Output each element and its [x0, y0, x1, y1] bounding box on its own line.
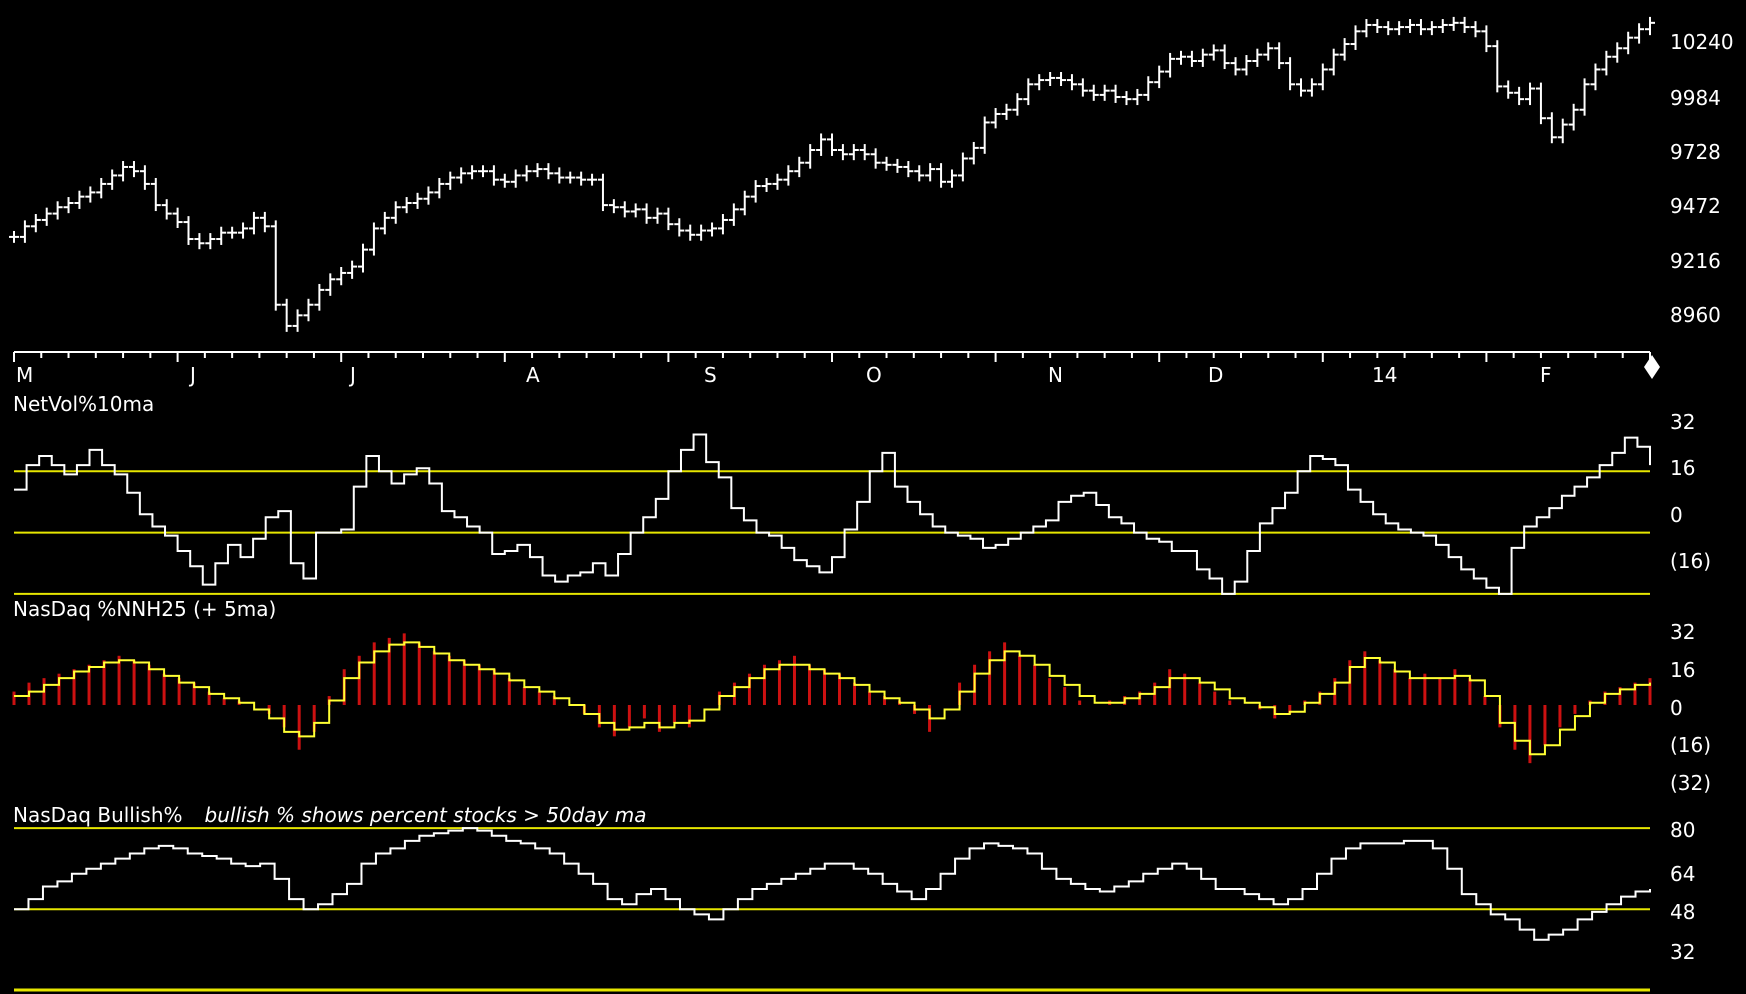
price-tick-label: 10240 [1670, 30, 1734, 54]
bullish-tick-label: 32 [1670, 940, 1696, 964]
nnh-tick-label: 0 [1670, 696, 1683, 720]
nnh-tick-label: (16) [1670, 733, 1712, 757]
bullish-chart [14, 827, 1651, 941]
nnh-tick-label: 16 [1670, 658, 1696, 682]
netvol-line [14, 433, 1651, 595]
time-tick-label: O [866, 363, 882, 387]
scroll-marker-icon[interactable] [1644, 355, 1660, 379]
bullish-tick-label: 48 [1670, 900, 1696, 924]
netvol-title: NetVol%10ma [13, 392, 155, 416]
price-chart [9, 16, 1655, 332]
netvol-tick-label: 32 [1670, 410, 1696, 434]
nnh-tick-label: 32 [1670, 620, 1696, 644]
time-axis [13, 351, 1651, 362]
price-tick-label: 9216 [1670, 249, 1721, 273]
time-tick-label: M [16, 363, 34, 387]
bullish-annotation: bullish % shows percent stocks > 50day m… [204, 803, 647, 827]
price-tick-label: 9472 [1670, 194, 1721, 218]
nnh-title: NasDaq %NNH25 (+ 5ma) [13, 597, 277, 621]
price-tick-label: 8960 [1670, 303, 1721, 327]
price-tick-label: 9728 [1670, 140, 1721, 164]
bullish-title-text: NasDaq Bullish% [13, 803, 183, 827]
nnh-chart [12, 633, 1652, 764]
time-tick-label: J [190, 363, 196, 387]
time-tick-label: N [1048, 363, 1063, 387]
time-tick-label: S [704, 363, 717, 387]
time-tick-label: A [526, 363, 540, 387]
netvol-tick-label: 16 [1670, 456, 1696, 480]
time-tick-label: 14 [1372, 363, 1398, 387]
price-tick-label: 9984 [1670, 86, 1721, 110]
netvol-tick-label: (16) [1670, 549, 1712, 573]
bullish-line [14, 827, 1651, 941]
bullish-tick-label: 64 [1670, 862, 1696, 886]
bullish-tick-label: 80 [1670, 818, 1696, 842]
netvol-chart [14, 433, 1651, 595]
time-tick-label: D [1208, 363, 1224, 387]
nnh-tick-label: (32) [1670, 771, 1712, 795]
time-tick-label: F [1540, 363, 1552, 387]
time-tick-label: J [350, 363, 356, 387]
bullish-title: NasDaq Bullish% bullish % shows percent s… [13, 803, 647, 827]
netvol-tick-label: 0 [1670, 503, 1683, 527]
nnh-ma-line [14, 641, 1651, 756]
